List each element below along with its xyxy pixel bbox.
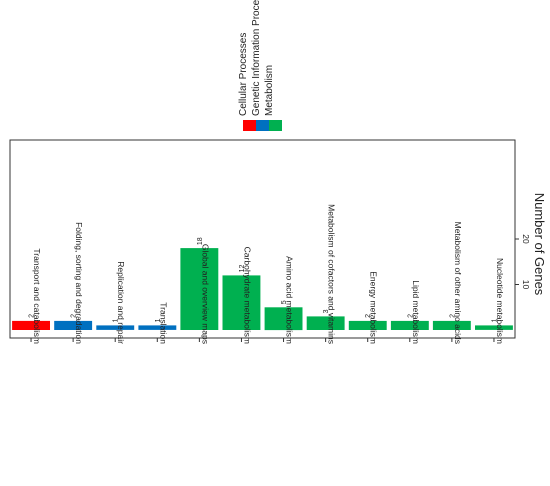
bar-value-label: 2 xyxy=(449,314,456,318)
bar xyxy=(54,320,93,330)
bar-value-label: 2 xyxy=(407,314,414,318)
category-label: Folding, sorting and degradation xyxy=(74,222,84,344)
bar xyxy=(96,325,135,330)
legend-label: Cellular Processes xyxy=(238,33,249,116)
bar xyxy=(432,320,471,330)
value-labels-layer: 2 2 1 1 18 12 5 3 2 2 2 1 xyxy=(29,237,499,322)
bar-value-label: 3 xyxy=(323,309,330,313)
category-labels-layer: Transport and catabolism Folding, sorting… xyxy=(32,204,505,344)
category-label: Energy metabolism xyxy=(369,271,379,344)
category-label: Carbohydrate metabolism xyxy=(243,247,253,344)
legend-swatch xyxy=(269,120,282,131)
legend-label: Metabolism xyxy=(264,65,275,116)
bar-value-label: 1 xyxy=(155,318,162,322)
legend-label: Genetic Information Processing xyxy=(251,0,262,116)
bar-value-label: 1 xyxy=(113,318,120,322)
bar-value-label: 2 xyxy=(29,314,36,318)
bar-value-label: 18 xyxy=(197,237,204,245)
category-label: Metabolism of cofactors and vitamins xyxy=(327,204,337,344)
category-label: Transport and catabolism xyxy=(32,248,42,344)
category-label: Lipid metabolism xyxy=(411,280,421,344)
bar xyxy=(12,320,51,330)
y-tick-label: 20 xyxy=(521,234,531,244)
y-tick-label: 10 xyxy=(521,280,531,290)
legend-swatch xyxy=(243,120,256,131)
bar xyxy=(264,307,303,331)
y-axis-title: Number of Genes xyxy=(532,193,547,296)
bar xyxy=(138,325,177,330)
bar-value-label: 12 xyxy=(239,265,246,273)
bar xyxy=(348,320,387,330)
category-ticks-layer xyxy=(30,338,495,342)
bar xyxy=(475,325,513,330)
bar-value-label: 5 xyxy=(281,300,288,304)
bar xyxy=(180,248,219,330)
y-axis: 10 20 xyxy=(515,234,531,289)
category-label: Amino acid metabolism xyxy=(285,256,295,344)
bars-layer xyxy=(12,248,513,331)
category-label: Replication and repair xyxy=(116,261,126,344)
category-label: Global and overview maps xyxy=(200,244,210,344)
category-label: Nucleotide metabolism xyxy=(495,258,505,344)
bar xyxy=(390,320,429,330)
category-label: Translation xyxy=(158,302,168,344)
category-label: Metabolism of other amino acids xyxy=(453,222,463,344)
bar-value-label: 2 xyxy=(71,314,78,318)
bar xyxy=(222,275,261,330)
bar-value-label: 2 xyxy=(365,314,372,318)
bar-value-label: 1 xyxy=(492,318,499,322)
legend: Cellular Processes Genetic Information Pr… xyxy=(238,0,282,131)
legend-swatch xyxy=(256,120,269,131)
plot-panel xyxy=(9,139,516,339)
bar xyxy=(306,316,345,330)
